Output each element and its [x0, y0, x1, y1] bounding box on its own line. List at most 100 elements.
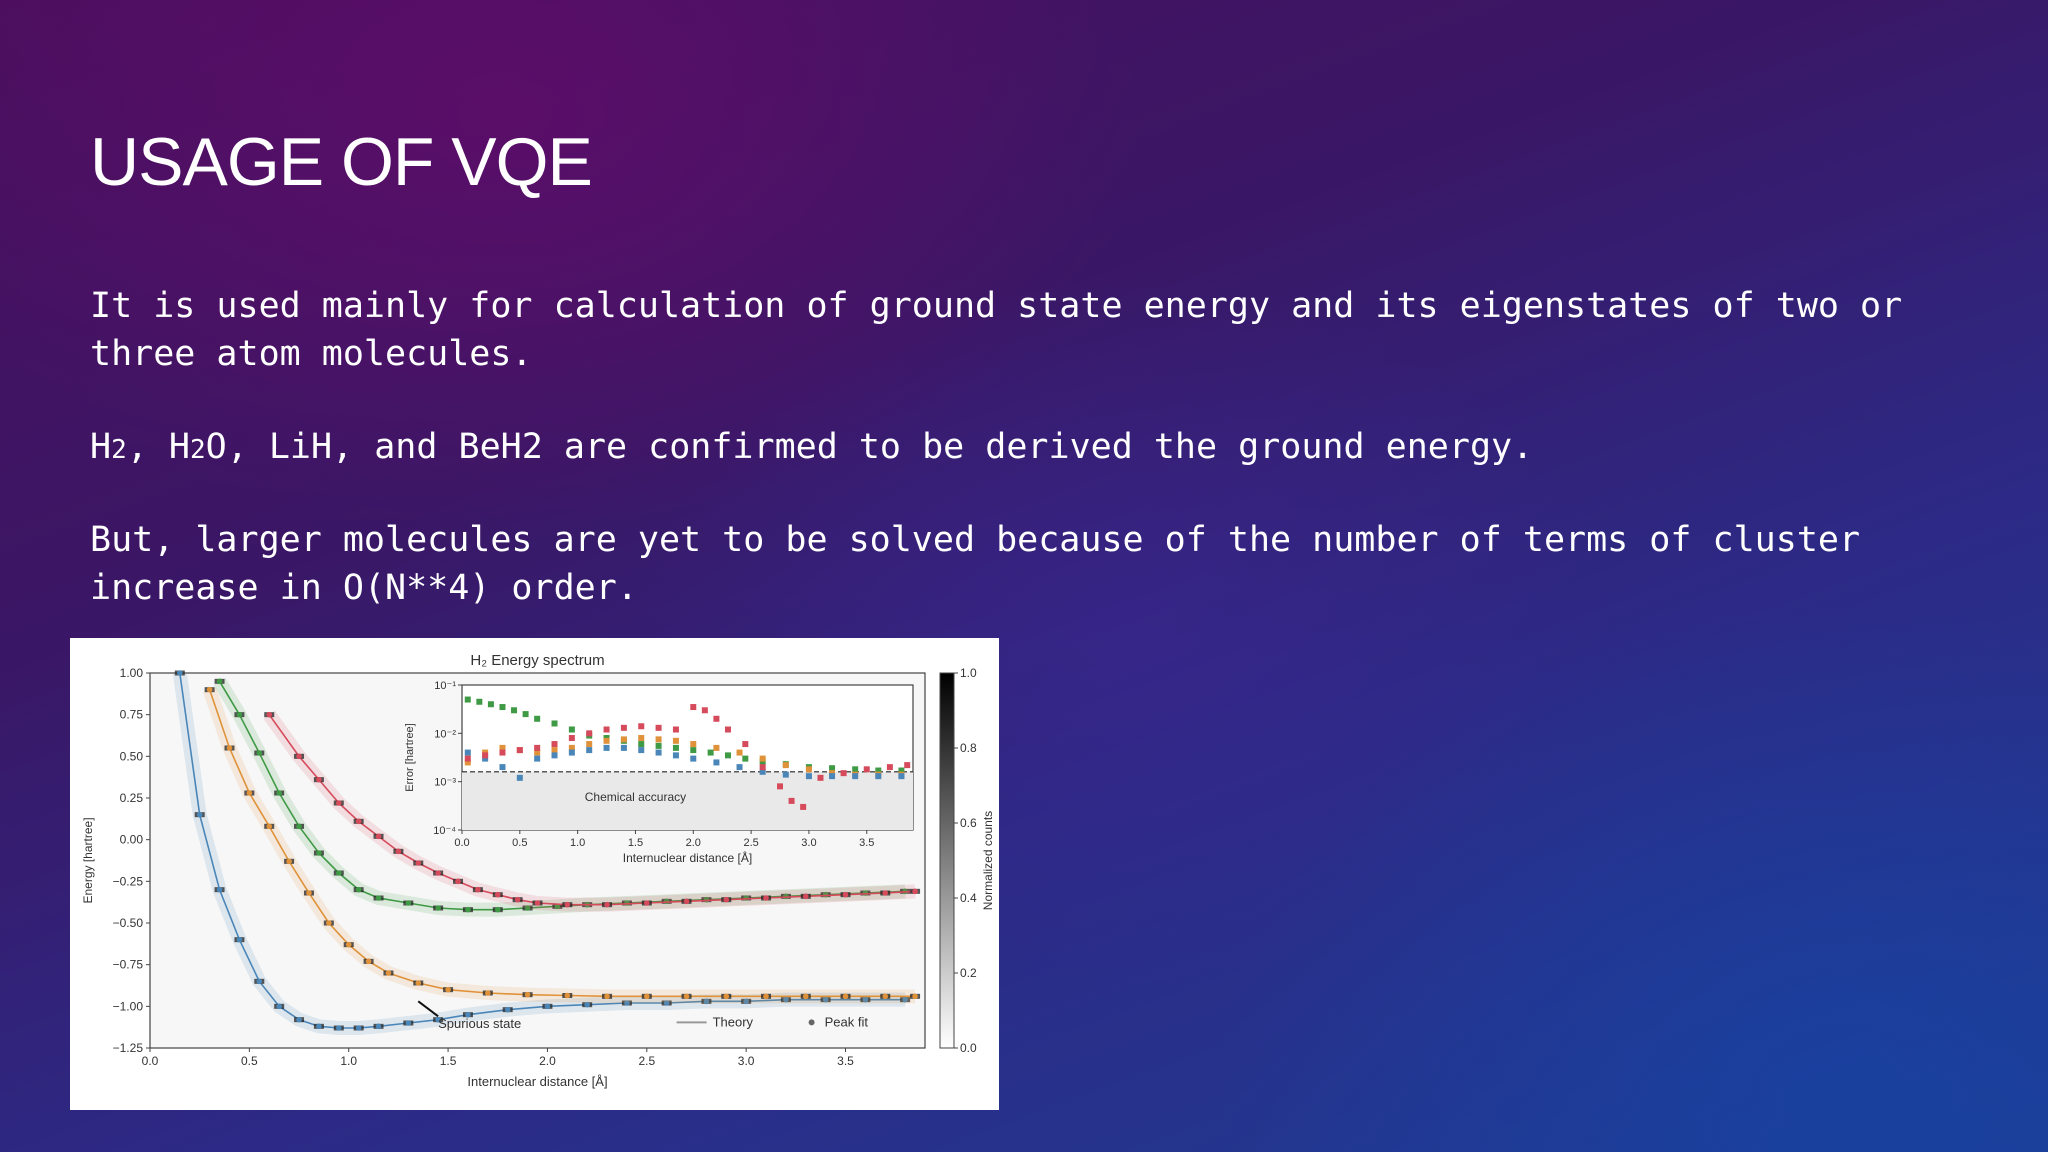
peak-point-orange — [763, 993, 769, 1000]
peak-point-blue — [405, 1020, 412, 1026]
inset-point-blue — [499, 764, 506, 771]
peak-point-blue — [862, 996, 869, 1003]
inset-point-red — [759, 764, 766, 771]
series-line-green — [218, 680, 906, 911]
peak-point-orange — [564, 992, 571, 999]
paragraph-molecules: H2, H2O, LiH, and BeH2 are confirmed to … — [90, 427, 1534, 467]
colorbar-tick-label: 1.0 — [960, 666, 977, 680]
inset-point-orange — [638, 735, 645, 742]
inset-point-green — [742, 755, 749, 762]
inset-y-tick-label: 10⁻³ — [434, 777, 456, 789]
y-tick-label: −0.25 — [113, 874, 144, 888]
peak-point-green — [335, 870, 342, 876]
inset-point-blue — [620, 744, 627, 751]
peak-point-green — [375, 895, 382, 901]
inset-point-orange — [620, 736, 627, 743]
peak-point-green — [316, 850, 322, 856]
spurious-state-label: Spurious state — [438, 1016, 521, 1031]
inset-point-orange — [736, 749, 743, 756]
peak-point-red — [435, 870, 441, 876]
energy-spectrum-figure: 0.0 0.5 1.0 1.5 2.0 2.5 3.0 3.5 1.00 0.75 0.50 0.25… — [70, 638, 999, 1110]
inset-point-blue — [852, 773, 859, 780]
inset-point-green — [690, 747, 697, 754]
inset-point-red — [620, 724, 627, 731]
inset-point-orange — [690, 741, 697, 748]
inset-x-tick-label: 2.5 — [743, 837, 758, 849]
peak-point-orange — [485, 990, 491, 996]
peak-point-blue — [544, 1003, 551, 1010]
inset-point-green — [759, 758, 766, 765]
inset-point-blue — [586, 747, 593, 754]
inset-point-blue — [690, 755, 697, 762]
peak-point-blue — [504, 1006, 511, 1013]
peak-point-blue — [316, 1023, 322, 1030]
peak-point-blue — [216, 886, 223, 893]
x-tick-label: 3.0 — [738, 1054, 755, 1068]
inset-point-green — [672, 744, 679, 751]
inset-point-green — [852, 766, 859, 773]
inset-x-tick-label: 3.5 — [859, 837, 874, 849]
peak-point-orange — [524, 991, 531, 998]
inset-point-orange — [759, 755, 766, 762]
colorbar-tick-label: 0.6 — [960, 816, 977, 830]
legend-peak-swatch — [808, 1019, 815, 1026]
inset-x-tick-label: 1.0 — [570, 837, 585, 849]
inset-point-orange — [603, 737, 610, 744]
inset-point-red — [672, 726, 679, 733]
inset-point-red — [690, 704, 697, 711]
peak-point-blue — [435, 1016, 441, 1023]
inset-point-orange — [464, 759, 471, 766]
inset-point-blue — [534, 755, 541, 762]
colorbar-gradient — [939, 672, 955, 1049]
inset-point-red — [713, 715, 720, 722]
inset-point-green — [898, 767, 905, 774]
y-axis-label: Energy [hartree] — [81, 817, 95, 903]
inset-point-blue — [713, 759, 720, 766]
inset-point-red — [777, 783, 784, 790]
peak-point-red — [683, 898, 690, 905]
peak-point-green — [276, 790, 282, 796]
inset-point-red — [655, 724, 662, 731]
inset-y-tick-label: 10⁻¹ — [434, 680, 456, 692]
inset-point-red — [482, 752, 489, 759]
inset-point-green — [499, 704, 506, 711]
peak-point-green — [405, 900, 412, 906]
inset-x-axis-label: Internuclear distance [Å] — [623, 850, 752, 865]
inset-point-green — [464, 696, 471, 703]
inset-point-green — [551, 720, 558, 727]
inset-point-red — [840, 770, 847, 777]
y-tick-label: 0.00 — [120, 833, 144, 847]
inset-point-blue — [898, 773, 905, 780]
x-tick-label: 1.0 — [340, 1054, 357, 1068]
peak-point-green — [236, 711, 243, 718]
peak-point-red — [355, 818, 362, 825]
peak-point-orange — [604, 993, 610, 1000]
peak-point-red — [395, 848, 402, 855]
inset-point-green — [829, 765, 836, 772]
inset-point-red — [551, 741, 558, 748]
y-tick-label: −0.50 — [113, 916, 144, 930]
peak-point-blue — [177, 670, 183, 676]
peak-point-red — [375, 833, 382, 840]
inset-point-green — [522, 711, 529, 718]
x-tick-label: 0.0 — [142, 1054, 159, 1068]
inset-point-green — [511, 707, 518, 714]
peak-point-green — [256, 750, 263, 756]
x-tick-label: 3.5 — [837, 1054, 854, 1068]
inset-point-orange — [568, 744, 575, 751]
peak-point-blue — [196, 811, 203, 818]
peak-point-red — [723, 896, 730, 903]
inset-point-blue — [782, 771, 789, 778]
peak-point-orange — [326, 920, 332, 926]
peak-point-orange — [842, 993, 849, 1000]
peak-point-red — [296, 753, 302, 760]
peak-point-red — [643, 900, 650, 906]
inset-point-red — [817, 774, 824, 781]
series-line-orange — [208, 689, 916, 998]
inset-point-blue — [875, 773, 882, 780]
peak-point-orange — [365, 958, 372, 965]
inset-point-red — [534, 744, 541, 751]
peak-point-blue — [335, 1025, 342, 1031]
peak-point-blue — [296, 1016, 302, 1023]
inset-point-red — [516, 747, 523, 754]
